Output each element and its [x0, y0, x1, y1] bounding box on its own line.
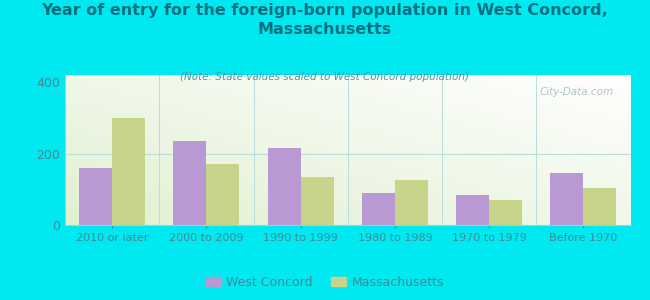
- Text: (Note: State values scaled to West Concord population): (Note: State values scaled to West Conco…: [181, 72, 469, 82]
- Bar: [174, 141, 207, 225]
- Bar: [79, 168, 112, 225]
- Bar: [362, 193, 395, 225]
- Bar: [584, 188, 616, 225]
- Bar: [551, 173, 584, 225]
- Bar: [300, 177, 333, 225]
- Bar: [207, 164, 239, 225]
- Bar: [456, 195, 489, 225]
- Text: City-Data.com: City-Data.com: [540, 87, 614, 97]
- Bar: [489, 200, 522, 225]
- Text: Year of entry for the foreign-born population in West Concord,
Massachusetts: Year of entry for the foreign-born popul…: [42, 3, 608, 37]
- Bar: [268, 148, 300, 225]
- Legend: West Concord, Massachusetts: West Concord, Massachusetts: [201, 271, 449, 294]
- Bar: [112, 118, 145, 225]
- Bar: [395, 180, 428, 225]
